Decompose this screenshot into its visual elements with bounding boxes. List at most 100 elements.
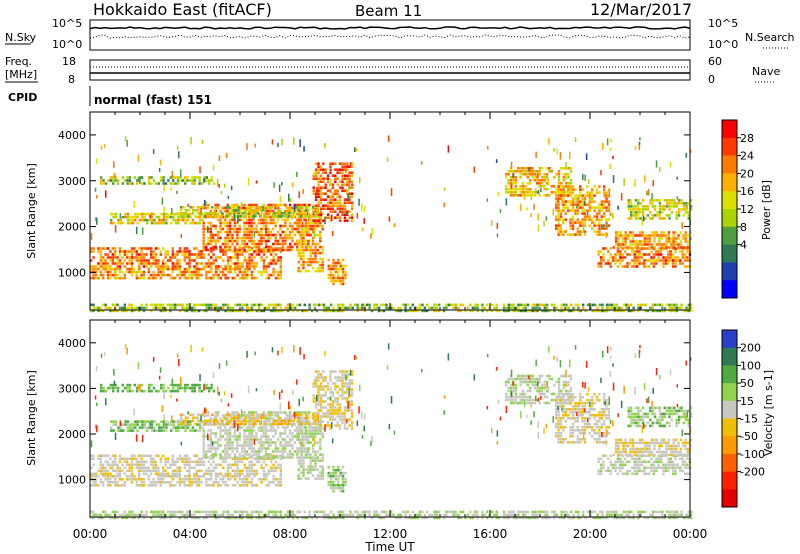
power-cell (505, 191, 508, 194)
vel-cell (246, 481, 249, 484)
power-cell (661, 205, 664, 208)
vel-cell (293, 441, 297, 444)
power-cell (584, 174, 586, 181)
power-cell (160, 218, 163, 222)
power-cell (236, 309, 239, 313)
power-cell (214, 256, 218, 259)
power-cell (181, 253, 184, 256)
vel-cell (311, 429, 315, 432)
power-cell (638, 253, 641, 256)
power-cell (314, 204, 318, 207)
power-cell (483, 306, 486, 310)
power-cell (288, 233, 292, 237)
power-cell (349, 162, 352, 168)
vel-cell (193, 454, 196, 458)
power-cell (668, 217, 671, 220)
vel-cell (133, 478, 136, 481)
vel-cell (302, 444, 305, 447)
power-cell (138, 265, 141, 268)
power-cell (677, 243, 680, 246)
power-cell (598, 233, 601, 236)
power-cell (599, 265, 603, 268)
power-cell (507, 309, 510, 313)
vel-cell (346, 397, 349, 400)
power-cell (226, 224, 229, 228)
vel-cell (209, 447, 213, 450)
power-cell (512, 194, 515, 197)
power-cell (259, 209, 262, 212)
power-cell (553, 306, 556, 310)
power-cell (114, 276, 117, 280)
vel-cell (99, 460, 102, 464)
vel-cell (118, 454, 122, 458)
vel-cell (231, 450, 234, 453)
vel-cell (308, 420, 311, 423)
power-cell (234, 253, 237, 256)
vel-cell (164, 475, 167, 478)
power-cell (507, 306, 510, 310)
vel-cell (326, 403, 330, 406)
power-cell (123, 250, 126, 253)
power-cell (319, 266, 322, 270)
vel-cell (246, 469, 249, 473)
vel-cell (286, 417, 289, 420)
power-cell (368, 306, 371, 310)
power-cell (236, 236, 239, 240)
power-cell (140, 247, 143, 250)
power-cell (533, 173, 537, 176)
power-cell (121, 176, 124, 179)
power-cell (457, 306, 460, 310)
vel-cell (145, 469, 148, 473)
power-cell (269, 221, 273, 225)
power-cell (250, 309, 254, 313)
power-cell (276, 248, 280, 252)
power-cell (321, 251, 324, 255)
vel-cell (302, 456, 305, 459)
power-colorbar-swatch (722, 120, 737, 139)
vel-cell (324, 415, 327, 418)
power-cell (555, 227, 558, 230)
power-cell (130, 270, 134, 274)
power-cell (348, 179, 351, 188)
power-cell (207, 236, 210, 240)
vel-cell (155, 423, 158, 426)
power-cell (159, 303, 162, 307)
vel-cell (262, 469, 266, 473)
vel-cell (207, 469, 210, 473)
power-cell (233, 248, 237, 252)
vel-cell (296, 432, 299, 435)
power-cell (648, 246, 651, 249)
vel-cell (222, 460, 225, 464)
vel-cell (221, 456, 225, 459)
power-cell (629, 208, 633, 211)
vel-cell (169, 484, 172, 487)
power-cell (559, 224, 563, 227)
vel-cell (226, 463, 230, 467)
power-cell (94, 306, 98, 310)
power-cell (135, 276, 138, 280)
vel-cell (317, 391, 320, 394)
power-cell (686, 243, 690, 246)
power-cell (347, 193, 349, 202)
vel-cell (288, 429, 292, 432)
power-cell (113, 173, 116, 178)
power-cell (537, 190, 540, 195)
power-cell (639, 303, 642, 307)
vel-cell (257, 438, 261, 441)
power-cell (214, 224, 217, 228)
vel-cell (291, 447, 294, 450)
power-cell (250, 262, 254, 265)
vel-cell (319, 426, 322, 429)
power-cell (262, 212, 265, 216)
power-cell (595, 188, 599, 191)
vel-cell (233, 447, 237, 450)
vel-cell (326, 424, 330, 427)
vel-cell (99, 466, 102, 470)
power-cell (158, 168, 161, 172)
power-cell (583, 197, 587, 200)
power-cell (224, 276, 227, 280)
power-cell (314, 221, 317, 225)
cpid-label: CPID (8, 91, 37, 104)
power-cell (311, 248, 315, 252)
power-cell (150, 276, 153, 280)
